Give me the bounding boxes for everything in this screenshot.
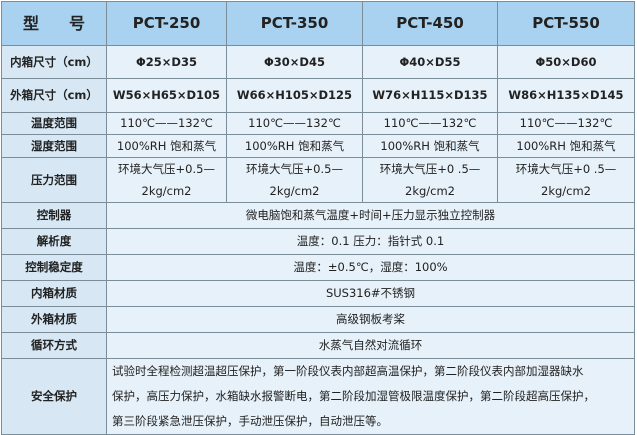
row-label: 外箱材质 bbox=[1, 306, 107, 333]
row-label: 解析度 bbox=[1, 228, 107, 255]
cell: 110℃——132℃ bbox=[362, 112, 498, 135]
table-row: 内箱尺寸（cm） Φ25×D35 Φ30×D45 Φ40×D55 Φ50×D60 bbox=[1, 45, 635, 79]
table-row: 外箱材质 高级钢板考桨 bbox=[1, 306, 635, 333]
cell: 温度：0.1 压力：指针式 0.1 bbox=[106, 228, 635, 255]
table-row: 压力范围 环境大气压+0.5— 2kg/cm2 环境大气压+0.5— 2kg/cm2… bbox=[1, 157, 635, 203]
cell: Φ40×D55 bbox=[362, 45, 498, 79]
model-name: PCT-250 bbox=[106, 1, 227, 46]
cell-line: 保护，高压力保护，水箱缺水报警断电，第二阶段加湿管极限温度保护，第二阶段超高压保… bbox=[112, 389, 595, 403]
model-name: PCT-450 bbox=[362, 1, 498, 46]
table-row: 温度范围 110℃——132℃ 110℃——132℃ 110℃——132℃ 11… bbox=[1, 112, 635, 135]
cell: 100%RH 饱和蒸气 bbox=[106, 134, 227, 158]
cell: 微电脑饱和蒸气温度+时间+压力显示独立控制器 bbox=[106, 202, 635, 229]
cell-line: 2kg/cm2 bbox=[141, 184, 192, 198]
row-label: 外箱尺寸（cm） bbox=[1, 78, 107, 113]
cell-line: 2kg/cm2 bbox=[541, 184, 591, 198]
row-label: 压力范围 bbox=[1, 157, 107, 203]
row-label: 控制稳定度 bbox=[1, 254, 107, 281]
cell-line: 2kg/cm2 bbox=[269, 184, 320, 198]
table-row: 内箱材质 SUS316#不锈钢 bbox=[1, 280, 635, 307]
cell-line: 第三阶段紧急泄压保护，手动泄压保护，自动泄压等。 bbox=[112, 414, 388, 428]
model-name: PCT-350 bbox=[226, 1, 363, 46]
cell-line: 环境大气压+0.5— bbox=[118, 162, 215, 176]
cell: 水蒸气自然对流循环 bbox=[106, 332, 635, 359]
cell: 环境大气压+0 .5— 2kg/cm2 bbox=[497, 157, 635, 203]
table-row: 控制稳定度 温度：±0.5℃，湿度：100% bbox=[1, 254, 635, 281]
cell-line: 2kg/cm2 bbox=[405, 184, 455, 198]
cell: 环境大气压+0.5— 2kg/cm2 bbox=[226, 157, 363, 203]
cell-line: 环境大气压+0 .5— bbox=[379, 162, 481, 176]
cell: 100%RH 饱和蒸气 bbox=[362, 134, 498, 158]
row-label: 湿度范围 bbox=[1, 134, 107, 158]
cell: 高级钢板考桨 bbox=[106, 306, 635, 333]
model-header-b: 号 bbox=[69, 13, 86, 33]
cell: 100%RH 饱和蒸气 bbox=[497, 134, 635, 158]
model-name: PCT-550 bbox=[497, 1, 635, 46]
table-row: 解析度 温度：0.1 压力：指针式 0.1 bbox=[1, 228, 635, 255]
cell: 110℃——132℃ bbox=[106, 112, 227, 135]
cell: 试验时全程检测超温超压保护，第一阶段仪表内部超高温保护，第二阶段仪表内部加湿器缺… bbox=[106, 358, 635, 435]
row-label: 内箱尺寸（cm） bbox=[1, 45, 107, 79]
table-row: 安全保护 试验时全程检测超温超压保护，第一阶段仪表内部超高温保护，第二阶段仪表内… bbox=[1, 358, 635, 435]
row-label: 温度范围 bbox=[1, 112, 107, 135]
row-label: 安全保护 bbox=[1, 358, 107, 435]
row-label: 控制器 bbox=[1, 202, 107, 229]
cell: 环境大气压+0 .5— 2kg/cm2 bbox=[362, 157, 498, 203]
cell: W66×H105×D125 bbox=[226, 78, 363, 113]
cell: 环境大气压+0.5— 2kg/cm2 bbox=[106, 157, 227, 203]
cell: SUS316#不锈钢 bbox=[106, 280, 635, 307]
model-header: 型号 bbox=[1, 1, 107, 46]
cell-line: 环境大气压+0.5— bbox=[246, 162, 343, 176]
cell: W56×H65×D105 bbox=[106, 78, 227, 113]
cell: 温度：±0.5℃，湿度：100% bbox=[106, 254, 635, 281]
header-row: 型号 PCT-250 PCT-350 PCT-450 PCT-550 bbox=[1, 1, 635, 46]
table-row: 控制器 微电脑饱和蒸气温度+时间+压力显示独立控制器 bbox=[1, 202, 635, 229]
cell: 100%RH 饱和蒸气 bbox=[226, 134, 363, 158]
cell: Φ30×D45 bbox=[226, 45, 363, 79]
cell: 110℃——132℃ bbox=[226, 112, 363, 135]
cell: Φ25×D35 bbox=[106, 45, 227, 79]
cell-line: 试验时全程检测超温超压保护，第一阶段仪表内部超高温保护，第二阶段仪表内部加湿器缺… bbox=[112, 364, 584, 378]
model-header-a: 型 bbox=[22, 13, 39, 33]
row-label: 内箱材质 bbox=[1, 280, 107, 307]
row-label: 循环方式 bbox=[1, 332, 107, 359]
cell: Φ50×D60 bbox=[497, 45, 635, 79]
cell: W76×H115×D135 bbox=[362, 78, 498, 113]
table-row: 循环方式 水蒸气自然对流循环 bbox=[1, 332, 635, 359]
cell: W86×H135×D145 bbox=[497, 78, 635, 113]
cell-line: 环境大气压+0 .5— bbox=[515, 162, 617, 176]
cell: 110℃——132℃ bbox=[497, 112, 635, 135]
table-row: 湿度范围 100%RH 饱和蒸气 100%RH 饱和蒸气 100%RH 饱和蒸气… bbox=[1, 134, 635, 158]
table-row: 外箱尺寸（cm） W56×H65×D105 W66×H105×D125 W76×… bbox=[1, 78, 635, 113]
